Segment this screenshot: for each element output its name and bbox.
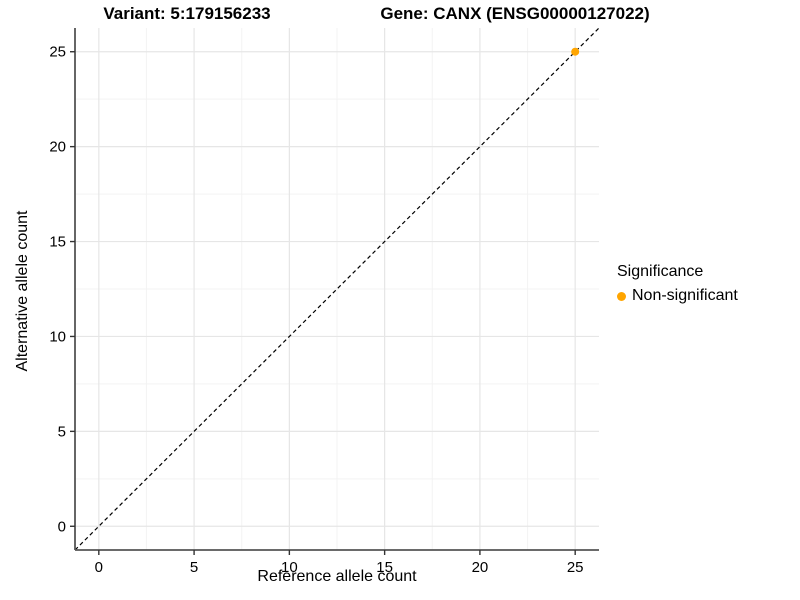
x-axis-title: Reference allele count (257, 568, 417, 585)
variant-title: Variant: 5:179156233 (103, 4, 271, 23)
gene-title: Gene: CANX (ENSG00000127022) (380, 4, 650, 23)
identity-dashed-line (74, 27, 600, 551)
non-significant-point-icon (617, 291, 626, 301)
y-tick-label: 25 (49, 44, 66, 61)
y-tick-label: 20 (49, 139, 66, 156)
x-tick-label: 10 (281, 559, 298, 576)
y-axis-title: Alternative allele count (14, 210, 31, 372)
y-tick-label: 10 (49, 328, 66, 345)
y-tick-label: 5 (58, 423, 66, 440)
x-tick-label: 5 (190, 559, 198, 576)
y-tick-label: 0 (58, 518, 66, 535)
x-tick-label: 0 (95, 559, 103, 576)
x-tick-label: 15 (376, 559, 393, 576)
y-tick-label: 15 (49, 234, 66, 251)
legend-entry: Non-significant (615, 286, 738, 306)
x-tick-label: 20 (472, 559, 489, 576)
legend-entry-label: Non-significant (632, 287, 738, 304)
data-point (571, 47, 580, 56)
legend-title: Significance (617, 263, 704, 280)
x-tick-label: 25 (567, 559, 584, 576)
legend: Significance Non-significant (615, 262, 738, 306)
